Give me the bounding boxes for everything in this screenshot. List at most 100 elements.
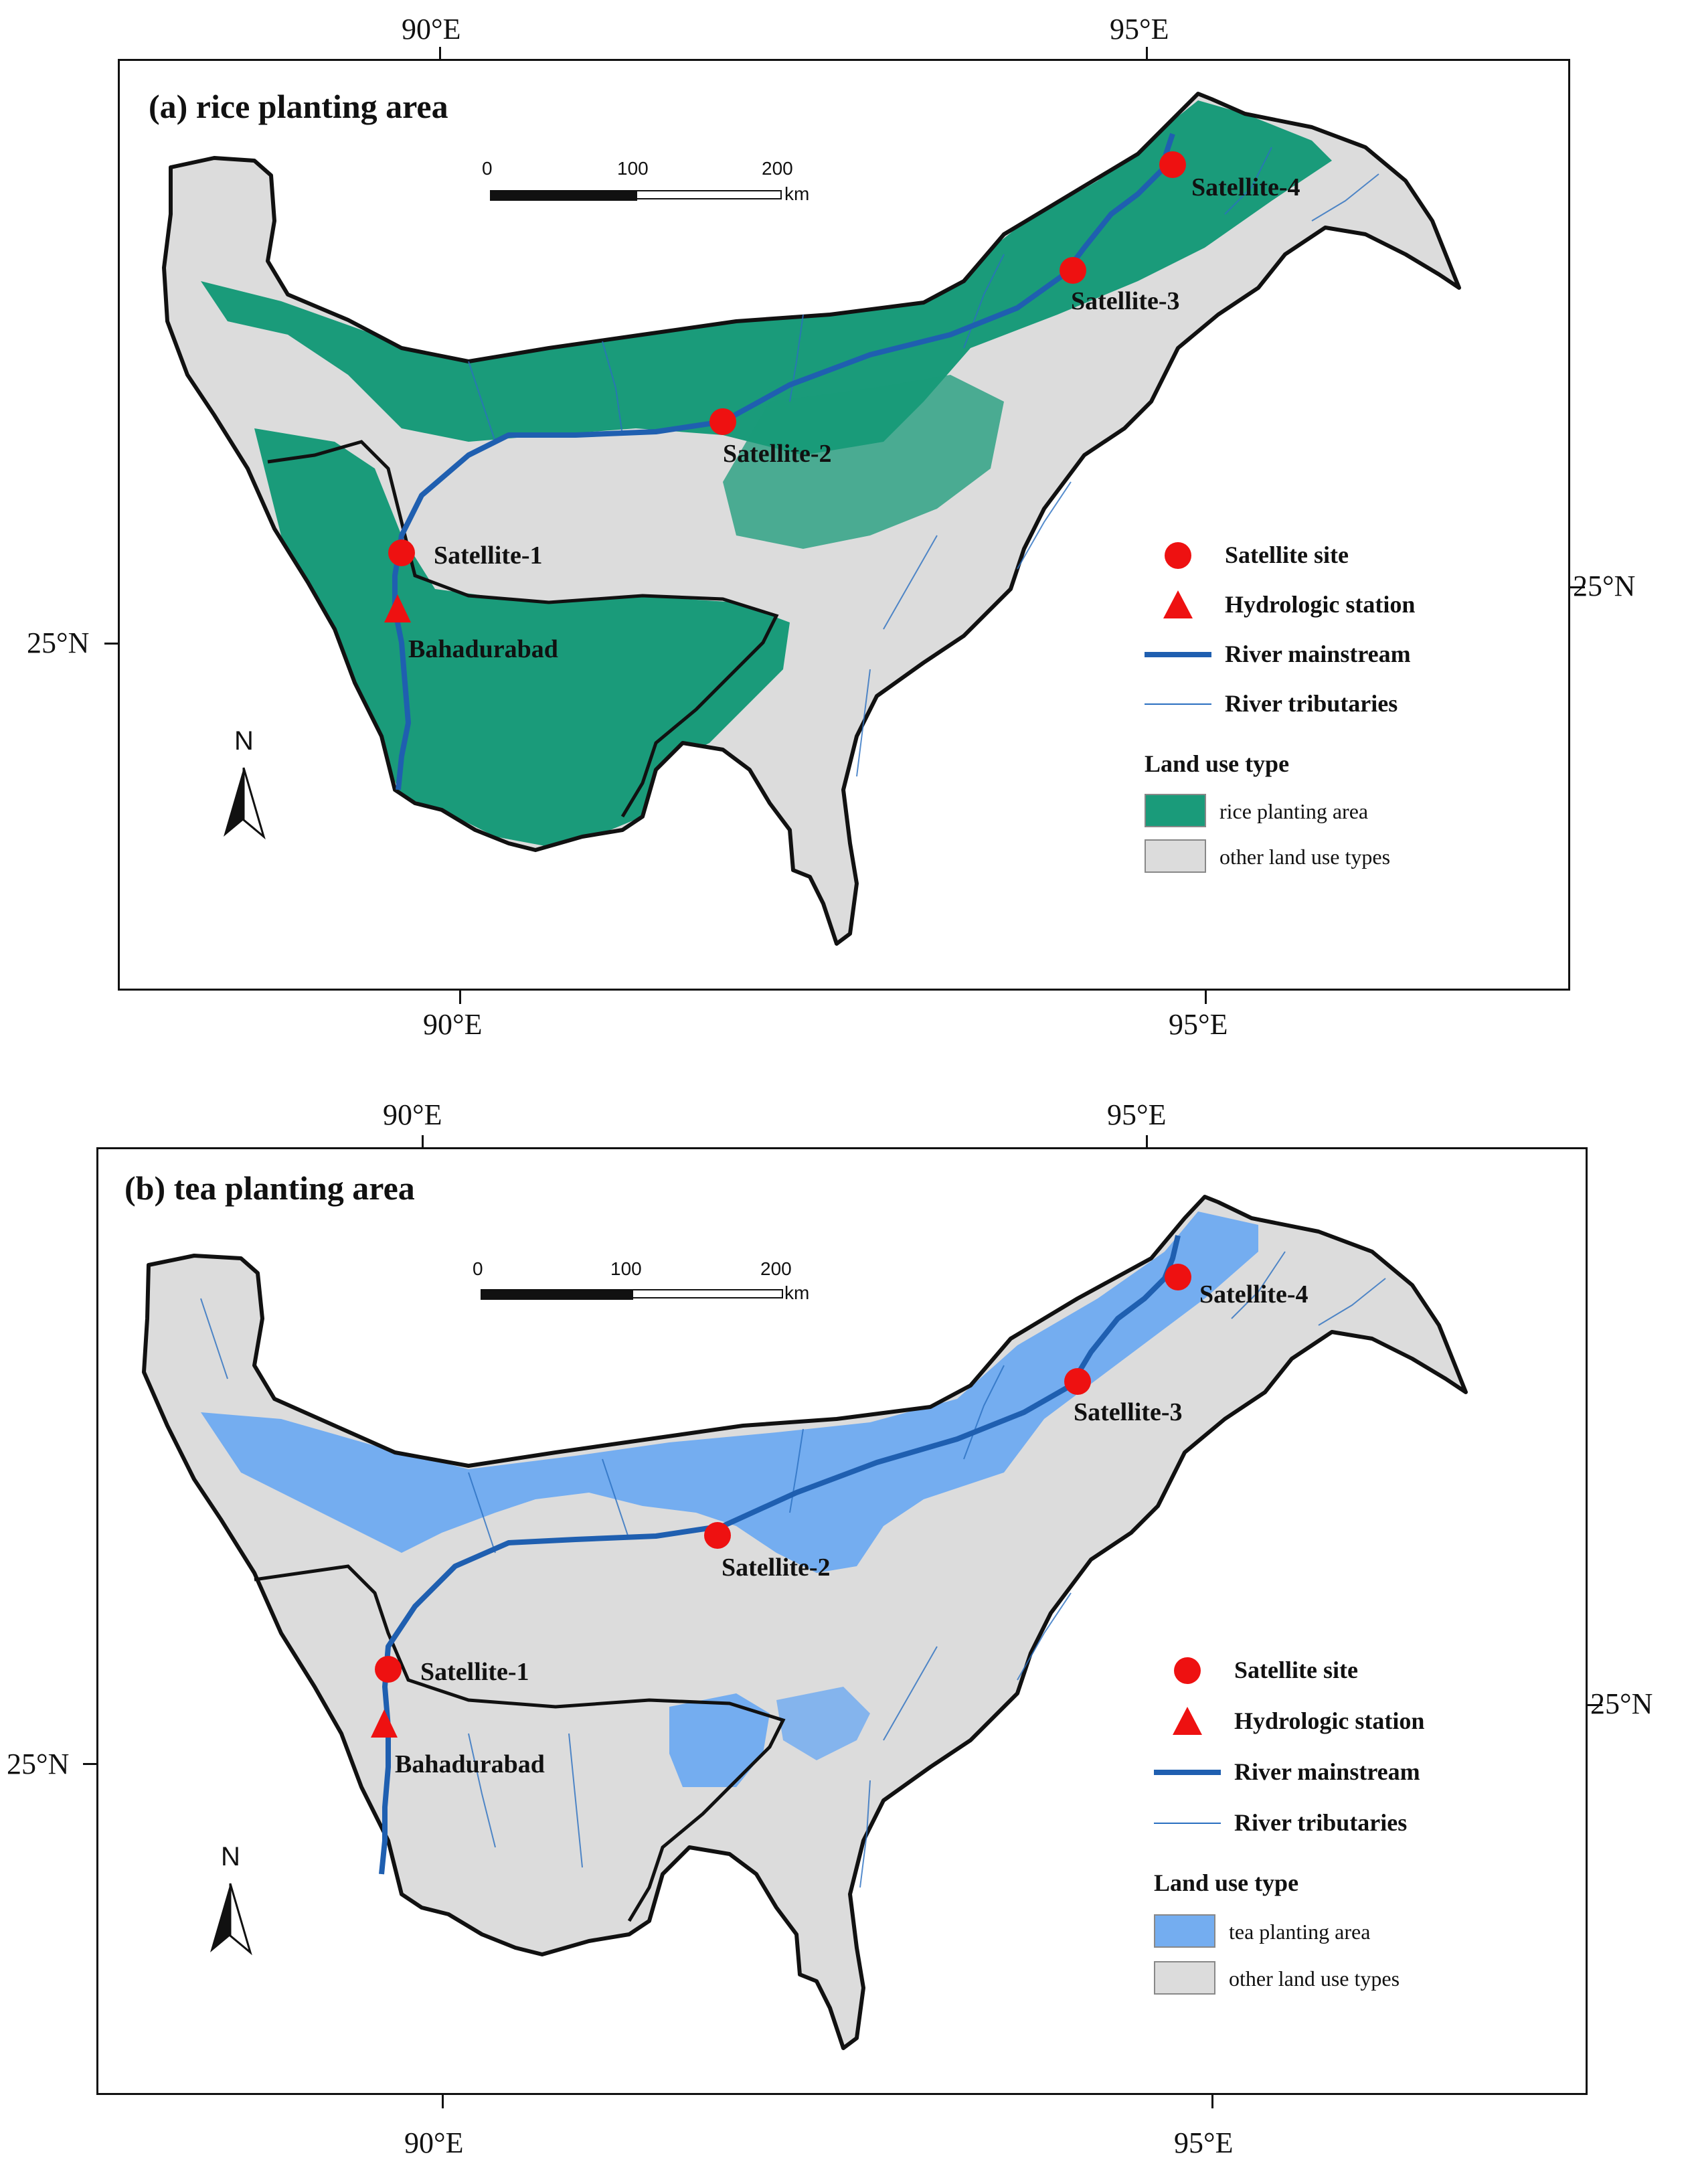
satellite-4-label-b: Satellite-4 xyxy=(1199,1280,1309,1309)
satellite-site-icon xyxy=(1174,1657,1201,1684)
legend-tributaries-label-a: River tributaries xyxy=(1225,690,1398,717)
legend-b: Satellite site Hydrologic station River … xyxy=(1154,1651,1555,2012)
lon-label-top-90-b: 90°E xyxy=(383,1098,442,1131)
satellite-2-label-b: Satellite-2 xyxy=(722,1553,831,1582)
tick-bottom-90-b xyxy=(442,2095,444,2108)
lon-label-bottom-95: 95°E xyxy=(1169,1008,1228,1041)
tick-top-95-b xyxy=(1146,1135,1148,1149)
lat-label-right: 25°N xyxy=(1573,570,1636,602)
scale-unit-b: km xyxy=(784,1282,810,1303)
satellite-1-marker-b xyxy=(375,1656,402,1683)
station-label-b: Bahadurabad xyxy=(395,1750,545,1778)
scale-tick-0-a: 0 xyxy=(482,158,493,179)
river-mainstream-icon xyxy=(1145,652,1211,657)
scale-bar-black-a xyxy=(490,190,637,201)
panel-b: 90°E 95°E 25°N 25°N 90°E 95°E xyxy=(0,1098,1688,2184)
scale-bar-a: 0 100 200 km xyxy=(482,158,809,212)
tick-bottom-95-b xyxy=(1211,2095,1213,2108)
north-letter-b: N xyxy=(221,1842,240,1871)
legend-station-label-a: Hydrologic station xyxy=(1225,591,1416,618)
legend-item-mainstream-b: River mainstream xyxy=(1154,1752,1529,1792)
river-mainstream-icon xyxy=(1154,1770,1221,1775)
tea-swatch xyxy=(1154,1914,1215,1948)
other-land-swatch xyxy=(1145,839,1206,873)
scale-tick-100-a: 100 xyxy=(617,158,649,179)
station-label-a: Bahadurabad xyxy=(408,635,558,663)
tea-area-north-b xyxy=(201,1211,1258,1573)
lat-label-right-b: 25°N xyxy=(1590,1687,1653,1720)
rice-area-north-a xyxy=(201,100,1332,455)
basin-outline-b xyxy=(142,1195,1468,2050)
satellite-3-marker-a xyxy=(1060,257,1086,284)
basin-other-land-b xyxy=(144,1197,1466,2048)
tick-left-25 xyxy=(104,643,119,645)
legend-item-mainstream-a: River mainstream xyxy=(1145,635,1519,675)
river-mainstream-a xyxy=(392,133,1175,790)
legend-landuse-heading-a: Land use type xyxy=(1145,750,1290,777)
scale-bar-white-a xyxy=(636,190,782,199)
satellite-1-marker-a xyxy=(388,539,415,566)
satellite-2-marker-a xyxy=(709,408,736,435)
scale-tick-200-a: 200 xyxy=(762,158,793,179)
legend-item-station-b: Hydrologic station xyxy=(1154,1701,1529,1742)
river-tributaries-icon xyxy=(1145,703,1211,705)
legend-landuse-heading-b: Land use type xyxy=(1154,1869,1299,1896)
legend-mainstream-label-b: River mainstream xyxy=(1234,1758,1420,1785)
north-arrow-b: N xyxy=(206,1842,266,1969)
tick-right-25-b xyxy=(1588,1704,1602,1706)
scale-bar-white-b xyxy=(632,1289,783,1298)
river-tributaries-icon xyxy=(1154,1823,1221,1824)
satellite-1-label-b: Satellite-1 xyxy=(420,1658,529,1686)
legend-item-satellite-a: Satellite site xyxy=(1145,535,1519,576)
tick-bottom-95 xyxy=(1205,991,1207,1004)
legend-satellite-label-a: Satellite site xyxy=(1225,541,1349,568)
tea-area-patch-b xyxy=(669,1693,770,1787)
satellite-3-label-b: Satellite-3 xyxy=(1074,1398,1183,1426)
scale-bar-black-b xyxy=(481,1289,633,1300)
legend-item-landuse-a: rice planting area xyxy=(1145,794,1519,830)
lon-label-bottom-90-b: 90°E xyxy=(404,2126,464,2159)
legend-item-satellite-b: Satellite site xyxy=(1154,1651,1529,1691)
station-marker-b xyxy=(371,1709,398,1738)
satellite-2-label-a: Satellite-2 xyxy=(723,440,832,468)
lat-label-left-b: 25°N xyxy=(7,1748,70,1780)
scale-bar-b: 0 100 200 km xyxy=(473,1258,809,1312)
subbasin-outline-b xyxy=(254,1564,786,1922)
satellite-3-marker-b xyxy=(1064,1368,1091,1395)
other-land-swatch xyxy=(1154,1961,1215,1995)
satellite-site-icon xyxy=(1165,542,1191,569)
legend-landuse-label-a: rice planting area xyxy=(1219,799,1369,823)
legend-satellite-label-b: Satellite site xyxy=(1234,1657,1358,1683)
tick-right-25 xyxy=(1570,586,1585,588)
lon-label-top-90: 90°E xyxy=(402,13,461,46)
station-marker-a xyxy=(384,594,411,622)
legend-mainstream-label-a: River mainstream xyxy=(1225,641,1411,667)
north-arrow-a: N xyxy=(220,726,280,853)
legend-item-station-a: Hydrologic station xyxy=(1145,585,1519,625)
tick-top-95 xyxy=(1146,47,1148,60)
panel-a: 90°E 95°E 25°N 25°N 90°E 95°E xyxy=(0,0,1688,1071)
legend-landuse-label-b: tea planting area xyxy=(1229,1920,1371,1944)
hydrologic-station-icon xyxy=(1163,590,1193,618)
scale-tick-200-b: 200 xyxy=(760,1258,792,1279)
tea-area-east-b xyxy=(776,1687,870,1760)
basin-map-a xyxy=(162,92,1461,946)
north-arrow-icon xyxy=(224,767,266,840)
satellite-2-marker-b xyxy=(704,1522,731,1549)
scale-tick-100-b: 100 xyxy=(610,1258,642,1279)
tick-top-90-b xyxy=(422,1135,424,1149)
lat-label-left: 25°N xyxy=(27,626,90,659)
satellite-4-marker-a xyxy=(1159,151,1186,178)
legend-item-landuse-b: tea planting area xyxy=(1154,1914,1529,1950)
north-arrow-icon xyxy=(210,1883,252,1956)
rice-swatch xyxy=(1145,794,1206,827)
lon-label-bottom-95-b: 95°E xyxy=(1174,2126,1234,2159)
lon-label-top-95-b: 95°E xyxy=(1107,1098,1167,1131)
satellite-1-label-a: Satellite-1 xyxy=(434,541,543,570)
legend-a: Satellite site Hydrologic station River … xyxy=(1145,535,1546,890)
legend-item-other-a: other land use types xyxy=(1145,839,1519,875)
satellite-3-label-a: Satellite-3 xyxy=(1071,287,1180,315)
legend-item-tributaries-a: River tributaries xyxy=(1145,684,1519,724)
legend-item-other-b: other land use types xyxy=(1154,1961,1529,1997)
tributaries-b xyxy=(200,1251,1386,1888)
